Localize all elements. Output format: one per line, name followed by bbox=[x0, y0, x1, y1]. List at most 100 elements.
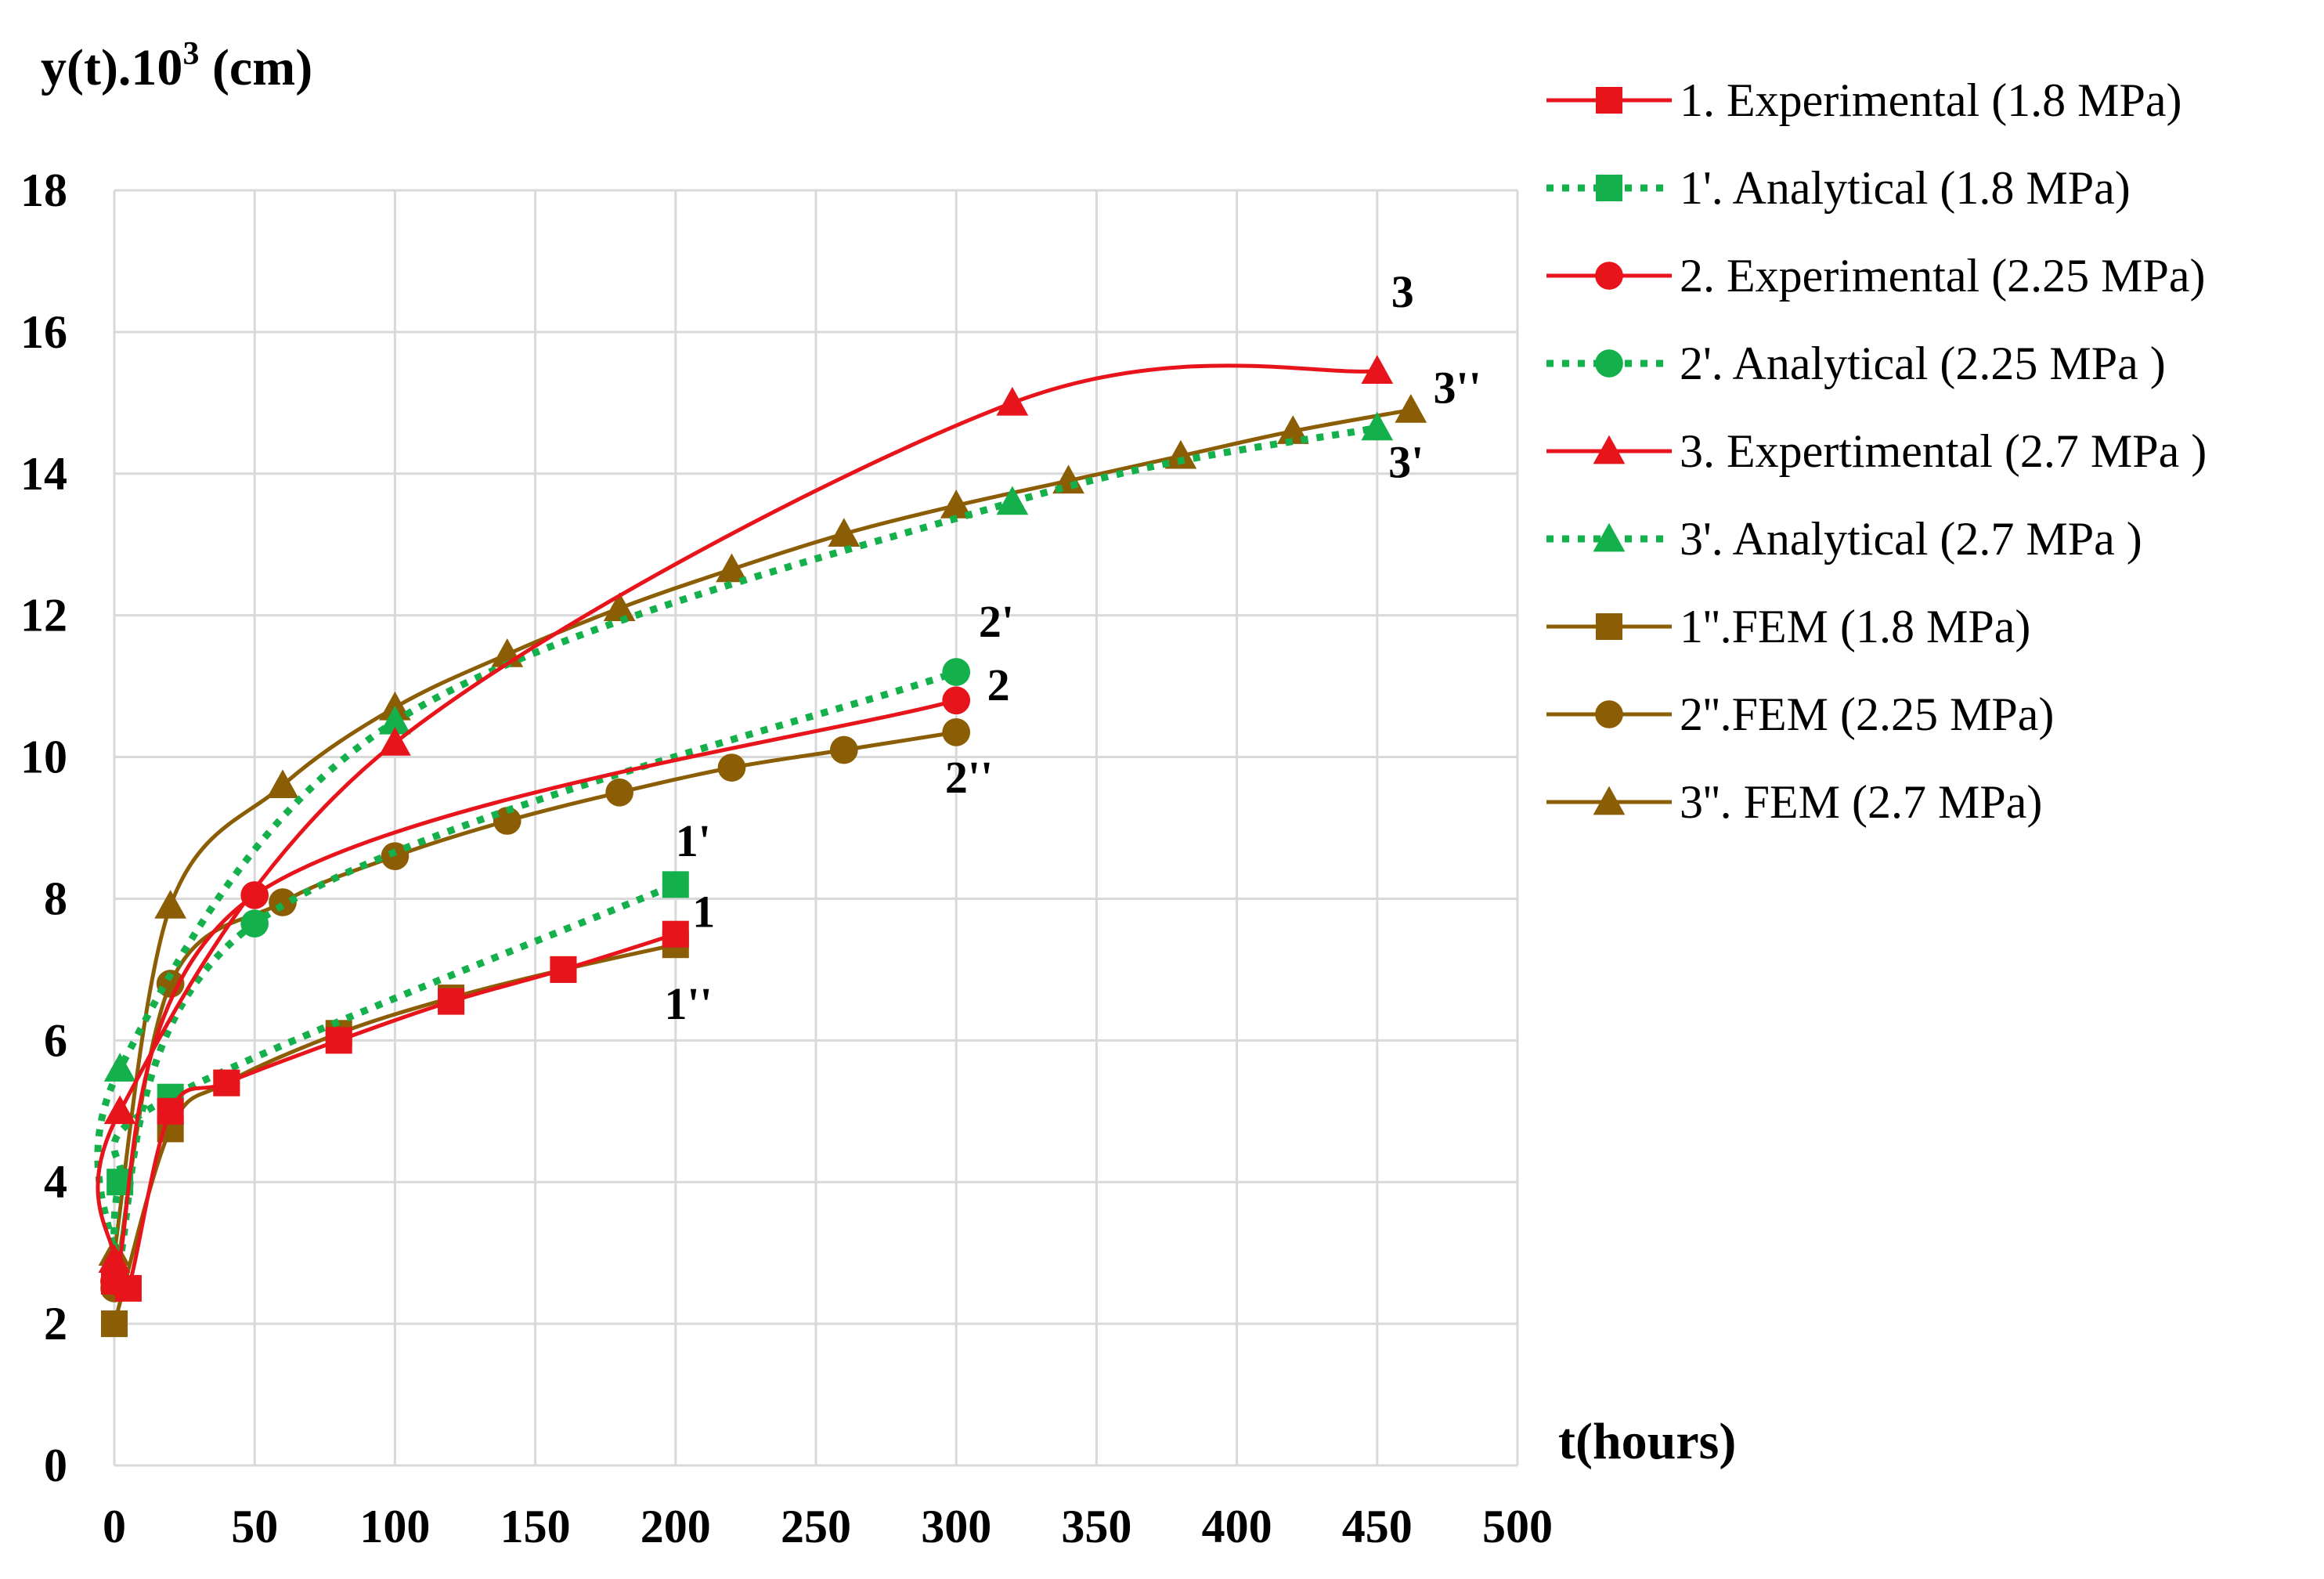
y-tick-label-7: 14 bbox=[20, 448, 67, 500]
series-9-point-10 bbox=[1164, 439, 1197, 469]
y-axis-title-main: y(t).10 bbox=[41, 39, 182, 96]
series-6-point-2 bbox=[379, 705, 411, 735]
y-axis-title-unit: (cm) bbox=[199, 39, 312, 96]
series-5-point-0 bbox=[98, 1244, 131, 1274]
y-tick-label-2: 4 bbox=[44, 1156, 67, 1208]
series-9-point-1 bbox=[154, 890, 187, 919]
curve-label-4: 2' bbox=[979, 596, 1014, 647]
y-tick-label-6: 12 bbox=[20, 590, 67, 641]
series-5-point-3 bbox=[996, 386, 1029, 416]
x-tick-label-5: 250 bbox=[781, 1501, 851, 1552]
y-axis-title-superscript: 3 bbox=[182, 36, 199, 72]
series-3-point-1 bbox=[240, 881, 269, 909]
series-8-point-3 bbox=[381, 842, 410, 871]
legend-label-7: 1''.FEM (1.8 MPa) bbox=[1680, 601, 2030, 652]
legend-entry-9: 3''. FEM (2.7 MPa) bbox=[1546, 776, 2042, 828]
curve-label-3: 2 bbox=[987, 659, 1010, 710]
series-3-line bbox=[112, 698, 958, 1284]
series-9-point-7 bbox=[828, 518, 861, 547]
legend-entry-5: 3. Expertimental (2.7 MPa ) bbox=[1546, 425, 2207, 477]
series-8-point-2 bbox=[269, 888, 297, 916]
series-6-point-1 bbox=[103, 1053, 136, 1082]
curve-labels: 1 1' 1'' 2 2' 2'' 3 3'3'' bbox=[664, 266, 1481, 1029]
x-tick-label-4: 200 bbox=[641, 1501, 711, 1552]
series-3 bbox=[100, 686, 971, 1295]
legend-label-5: 3. Expertimental (2.7 MPa ) bbox=[1680, 425, 2207, 477]
series-2-point-3 bbox=[662, 871, 689, 898]
series-9-point-12 bbox=[1395, 393, 1427, 423]
series-1-point-2 bbox=[157, 1097, 184, 1125]
curve-label-1: 1' bbox=[676, 815, 711, 866]
series-5-point-4 bbox=[1361, 355, 1394, 384]
series-3-point-2 bbox=[942, 686, 971, 715]
y-axis-title: y(t).103 (cm) bbox=[41, 36, 312, 96]
series-1-point-6 bbox=[550, 956, 577, 983]
curve-label-7: 3' bbox=[1388, 436, 1424, 487]
legend-label-9: 3''. FEM (2.7 MPa) bbox=[1680, 776, 2042, 828]
legend-marker-2 bbox=[1596, 175, 1622, 201]
x-tick-label-2: 100 bbox=[359, 1501, 430, 1552]
legend-marker-7 bbox=[1596, 613, 1622, 640]
series-9-point-8 bbox=[940, 490, 973, 519]
legend-marker-4 bbox=[1595, 349, 1623, 378]
legend-label-4: 2'. Analytical (2.25 MPa ) bbox=[1680, 338, 2166, 389]
series-1-point-7 bbox=[662, 920, 689, 948]
legend-entry-1: 1. Experimental (1.8 MPa) bbox=[1546, 74, 2182, 126]
x-tick-label-1: 50 bbox=[231, 1501, 278, 1552]
legend-label-1: 1. Experimental (1.8 MPa) bbox=[1680, 74, 2182, 126]
series-7-point-0 bbox=[101, 1310, 128, 1338]
legend-entry-8: 2''.FEM (2.25 MPa) bbox=[1546, 688, 2054, 740]
legend-entry-3: 2. Experimental (2.25 MPa) bbox=[1546, 250, 2206, 302]
x-tick-label-10: 500 bbox=[1482, 1501, 1553, 1552]
series-8-point-8 bbox=[942, 718, 971, 746]
legend-marker-3 bbox=[1595, 262, 1623, 290]
series-5 bbox=[96, 355, 1394, 1274]
legend-marker-6 bbox=[1593, 522, 1626, 552]
curve-label-8: 3'' bbox=[1433, 362, 1481, 413]
legend-label-6: 3'. Analytical (2.7 MPa ) bbox=[1680, 513, 2142, 565]
legend-marker-5 bbox=[1593, 435, 1626, 464]
curve-label-0: 1 bbox=[692, 887, 715, 938]
legend-marker-1 bbox=[1596, 87, 1622, 114]
series-8-point-6 bbox=[717, 753, 746, 782]
legend-entry-2: 1'. Analytical (1.8 MPa) bbox=[1546, 162, 2131, 214]
series-9-point-5 bbox=[603, 592, 636, 621]
x-tick-label-3: 150 bbox=[500, 1501, 571, 1552]
legend-marker-9 bbox=[1593, 786, 1626, 815]
legend-entry-6: 3'. Analytical (2.7 MPa ) bbox=[1546, 513, 2142, 565]
x-tick-label-0: 0 bbox=[103, 1501, 126, 1552]
y-tick-label-5: 10 bbox=[20, 732, 67, 783]
curve-label-2: 1'' bbox=[664, 978, 712, 1029]
y-tick-label-9: 18 bbox=[20, 164, 67, 216]
series-1-point-5 bbox=[438, 988, 465, 1015]
legend-entry-7: 1''.FEM (1.8 MPa) bbox=[1546, 601, 2030, 652]
legend: 1. Experimental (1.8 MPa) 1'. Analytical … bbox=[1546, 74, 2207, 828]
series-4-point-1 bbox=[240, 909, 269, 938]
series-5-point-2 bbox=[379, 727, 411, 756]
legend-label-8: 2''.FEM (2.25 MPa) bbox=[1680, 688, 2054, 740]
x-axis-title: t(hours) bbox=[1558, 1413, 1736, 1470]
series-1-point-3 bbox=[213, 1069, 240, 1097]
series-8-point-4 bbox=[493, 807, 521, 835]
series-9-point-6 bbox=[716, 553, 748, 583]
x-tick-label-9: 450 bbox=[1342, 1501, 1413, 1552]
y-tick-label-1: 2 bbox=[44, 1298, 67, 1350]
y-tick-label-3: 6 bbox=[44, 1014, 67, 1066]
legend-entry-4: 2'. Analytical (2.25 MPa ) bbox=[1546, 338, 2166, 389]
series-8-point-7 bbox=[829, 735, 858, 764]
curve-label-5: 2'' bbox=[945, 752, 993, 803]
series-8 bbox=[100, 718, 971, 1303]
legend-label-3: 2. Experimental (2.25 MPa) bbox=[1680, 250, 2206, 302]
y-tick-label-8: 16 bbox=[20, 306, 67, 358]
series-3-point-0 bbox=[100, 1266, 128, 1295]
tick-labels: 0 50 100 150 200 250 300 350 400 450 5000246810121… bbox=[20, 164, 1553, 1552]
x-tick-label-7: 350 bbox=[1061, 1501, 1131, 1552]
x-tick-label-8: 400 bbox=[1202, 1501, 1272, 1552]
series-5-point-1 bbox=[103, 1095, 136, 1125]
series-layer bbox=[94, 355, 1427, 1338]
series-6-point-3 bbox=[996, 486, 1029, 515]
series-1-point-4 bbox=[325, 1027, 352, 1054]
series-8-point-5 bbox=[605, 778, 633, 807]
x-tick-label-6: 300 bbox=[921, 1501, 991, 1552]
